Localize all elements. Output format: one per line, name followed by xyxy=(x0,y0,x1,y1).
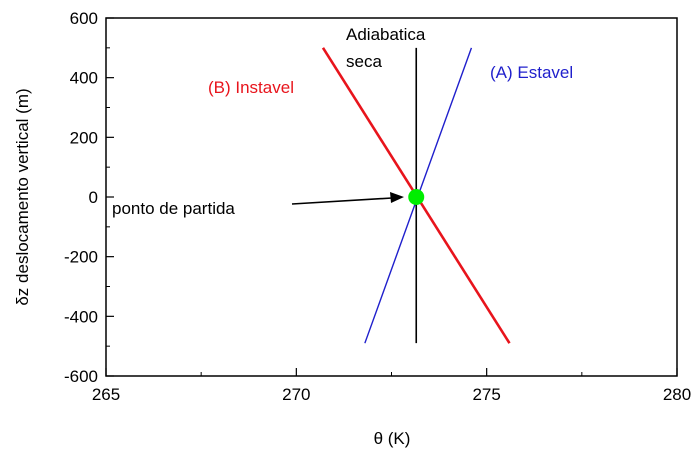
start-arrow-shaft xyxy=(291,197,393,205)
y-tick-label-400: 400 xyxy=(70,69,98,88)
x-tick-label-275: 275 xyxy=(472,385,500,404)
x-tick-label-270: 270 xyxy=(282,385,310,404)
adiabatica-label-line1: Adiabatica xyxy=(346,25,426,44)
x-tick-label-265: 265 xyxy=(92,385,120,404)
y-tick-label--600: -600 xyxy=(64,367,98,386)
x-axis-title: θ (K) xyxy=(374,429,411,448)
instavel-label: (B) Instavel xyxy=(208,78,294,97)
y-tick-label-600: 600 xyxy=(70,9,98,28)
start-arrow-head xyxy=(390,192,404,203)
y-tick-label--400: -400 xyxy=(64,307,98,326)
y-tick-label-0: 0 xyxy=(89,188,98,207)
y-axis-title: δz deslocamento vertical (m) xyxy=(13,88,32,305)
plot-frame xyxy=(105,17,678,377)
estavel-label: (A) Estavel xyxy=(490,63,573,82)
adiabatica-label-line2: seca xyxy=(346,52,382,71)
y-tick-label--200: -200 xyxy=(64,248,98,267)
start-point-label: ponto de partida xyxy=(112,199,235,218)
axis-ticks: 265 270 275 280 -600 -400 -200 0 200 400 600 xyxy=(64,9,691,404)
series-layer xyxy=(321,47,511,344)
start-point-marker xyxy=(408,189,425,205)
y-tick-label-200: 200 xyxy=(70,128,98,147)
x-tick-label-280: 280 xyxy=(663,385,691,404)
